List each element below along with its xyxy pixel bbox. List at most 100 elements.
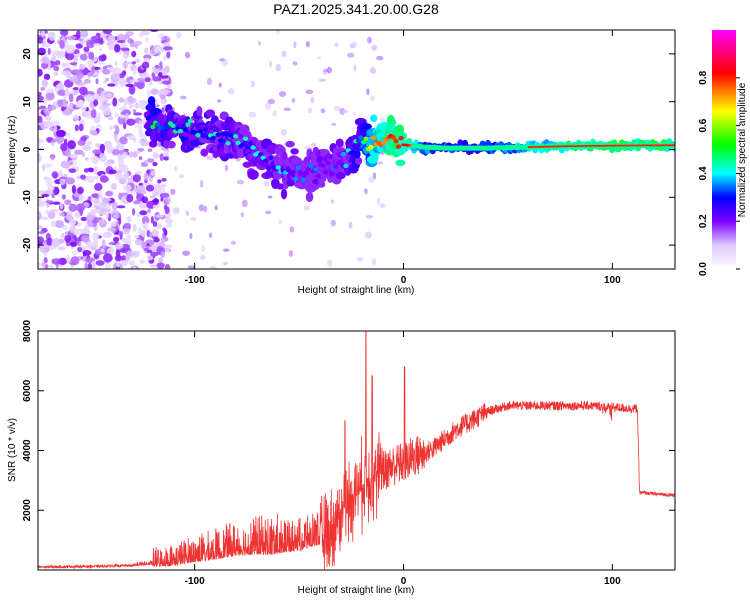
- noise-blob: [108, 45, 114, 51]
- noise-blob: [144, 221, 148, 230]
- noise-blob: [95, 78, 99, 85]
- noise-blob: [90, 108, 97, 119]
- noise-blob: [51, 258, 61, 265]
- noise-blob: [330, 199, 335, 204]
- noise-blob: [107, 227, 116, 232]
- noise-blob: [77, 99, 85, 108]
- signal-core: [225, 141, 231, 146]
- noise-blob: [379, 203, 386, 209]
- noise-blob: [292, 61, 298, 66]
- noise-blob: [155, 214, 164, 218]
- noise-blob: [101, 197, 108, 203]
- noise-blob: [161, 185, 166, 193]
- noise-blob: [92, 240, 99, 249]
- noise-blob: [135, 170, 143, 175]
- noise-blob: [100, 248, 105, 253]
- noise-blob: [43, 107, 51, 116]
- noise-blob: [160, 97, 168, 105]
- noise-blob: [152, 229, 158, 237]
- noise-blob: [68, 217, 77, 226]
- noise-blob: [159, 153, 164, 162]
- noise-blob: [38, 115, 43, 124]
- noise-blob: [303, 205, 310, 211]
- signal-core: [300, 177, 306, 182]
- noise-blob: [70, 256, 80, 266]
- noise-blob: [97, 95, 103, 101]
- noise-blob: [80, 30, 89, 38]
- snr-panel: -100 0 100 2000 4000 6000 8000 Height of stra…: [7, 319, 676, 596]
- y-tick-label: -20: [22, 237, 33, 252]
- noise-blob: [150, 170, 155, 176]
- signal-core: [393, 138, 399, 144]
- signal-halo: [280, 188, 288, 200]
- noise-blob: [278, 220, 283, 225]
- noise-blob: [50, 120, 61, 126]
- noise-blob: [51, 237, 61, 247]
- signal-core: [245, 145, 251, 150]
- noise-blob: [87, 262, 93, 269]
- signal-halo: [335, 138, 344, 148]
- noise-blob: [134, 234, 140, 239]
- noise-blob: [38, 211, 42, 221]
- noise-blob: [88, 51, 93, 60]
- noise-blob: [365, 214, 374, 219]
- noise-blob: [166, 51, 171, 59]
- noise-blob: [330, 219, 336, 227]
- noise-blob: [107, 115, 114, 121]
- noise-blob: [152, 154, 162, 158]
- x-tick-label: -100: [185, 576, 205, 587]
- noise-blob: [93, 165, 99, 175]
- noise-blob: [68, 93, 74, 103]
- noise-blob: [68, 153, 79, 158]
- noise-blob: [114, 44, 121, 53]
- noise-blob: [121, 255, 127, 262]
- noise-blob: [268, 60, 273, 68]
- noise-blob: [102, 68, 111, 75]
- noise-blob: [318, 78, 327, 82]
- noise-blob: [38, 95, 44, 102]
- noise-blob: [346, 52, 355, 58]
- noise-blob: [356, 256, 364, 262]
- noise-blob: [107, 83, 116, 87]
- noise-blob: [280, 128, 287, 136]
- noise-blob: [138, 103, 145, 109]
- noise-blob: [74, 229, 85, 235]
- snr-x-ticks: -100 0 100: [185, 331, 621, 587]
- colorbar-gradient: [712, 30, 736, 269]
- noise-blob: [154, 185, 162, 192]
- signal-core: [240, 142, 246, 147]
- signal-core: [182, 127, 189, 132]
- noise-blob: [170, 188, 176, 195]
- noise-blob: [55, 129, 66, 138]
- noise-blob: [126, 193, 134, 203]
- noise-blob: [190, 217, 197, 221]
- signal-core: [368, 144, 374, 150]
- signal-core: [242, 136, 249, 142]
- noise-blob: [46, 237, 53, 246]
- noise-blob: [106, 247, 115, 256]
- noise-blob: [132, 137, 137, 143]
- noise-blob: [38, 138, 43, 143]
- noise-blob: [57, 89, 67, 97]
- noise-blob: [120, 260, 128, 266]
- noise-blob: [83, 78, 91, 84]
- noise-blob: [80, 136, 88, 141]
- noise-blob: [54, 85, 60, 93]
- noise-blob: [47, 211, 56, 220]
- signal-core: [308, 163, 314, 169]
- noise-blob: [118, 158, 125, 166]
- signal-halo: [167, 140, 176, 149]
- noise-blob: [45, 91, 55, 101]
- noise-blob: [149, 195, 157, 199]
- signal-halo: [354, 150, 361, 159]
- signal-core: [350, 149, 356, 155]
- noise-blob: [90, 155, 100, 164]
- signal-core: [390, 135, 397, 140]
- noise-blob: [125, 113, 129, 118]
- noise-blob: [65, 177, 75, 185]
- noise-blob: [92, 149, 102, 155]
- noise-blob: [59, 40, 65, 49]
- noise-blob: [118, 50, 122, 55]
- noise-blob: [79, 64, 86, 70]
